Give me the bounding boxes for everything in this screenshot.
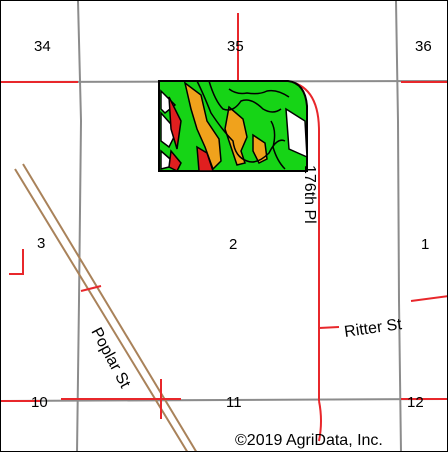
section-number: 1 [421,236,429,253]
road-ritter-east [410,295,447,302]
soil-contour-4 [270,120,286,170]
section-number: 11 [226,394,242,411]
section-number: 34 [34,38,51,55]
soil-unit-orange-1 [183,81,222,171]
soil-void-4 [285,107,308,159]
railway-line-a [14,168,188,451]
section-line-west [76,1,83,451]
road-poplar-spur [80,285,102,292]
road-176th-south [318,400,322,442]
section-number: 3 [37,235,45,252]
copyright-notice: ©2019 AgriData, Inc. [235,432,383,449]
soil-contour-3 [228,88,290,98]
soil-unit-orange-3 [252,133,268,165]
road-sec3-stub [9,249,24,275]
soil-unit-red-3 [168,149,182,173]
soil-field [158,80,308,173]
section-number: 35 [227,38,244,55]
section-line-south [1,398,447,402]
soil-unit-red-1 [168,96,182,150]
road-ritter-west [318,326,340,329]
soil-contour-2 [196,80,286,163]
soil-unit-red-2 [196,145,215,172]
section-number: 2 [229,236,237,253]
section-number: 36 [415,38,432,55]
soil-contour-1 [208,80,282,113]
section-numbers: 34 35 36 3 2 1 10 11 12 [31,38,432,411]
roads [1,13,447,442]
section-number: 12 [407,394,424,411]
road-label-ritter-st: Ritter St [343,316,403,341]
section-line-east [395,1,402,451]
section-number: 10 [31,394,48,411]
road-label-176th-pl: 176th Pl [301,165,318,224]
railway-line-b [22,163,197,451]
railway-poplar [14,163,197,451]
